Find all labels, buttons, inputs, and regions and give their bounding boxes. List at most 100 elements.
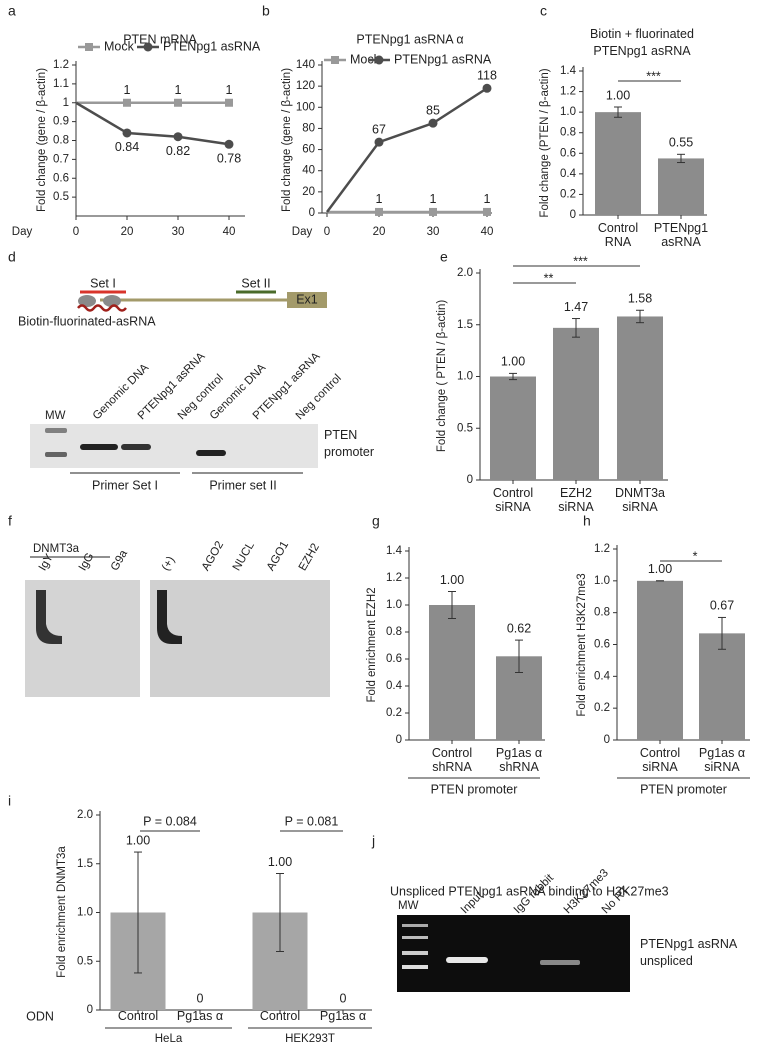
bar	[595, 112, 641, 215]
marker	[224, 139, 234, 149]
x-axis-label: ODN	[26, 1009, 54, 1023]
marker-label: Ex1	[296, 292, 318, 306]
gel-title: Unspliced PTENpg1 asRNA binding to H3K27…	[390, 884, 669, 898]
probe-blob	[103, 295, 121, 307]
y-axis-label: Fold change (PTEN / β-actin)	[539, 68, 551, 217]
error-bar	[614, 106, 622, 118]
marker-label: Set II	[241, 276, 270, 290]
x-tick-label: 20	[121, 226, 134, 238]
y-tick-label: 80	[302, 122, 315, 134]
x-tick-label-line: siRNA	[495, 500, 531, 514]
y-axis-label: Fold change (gene / β-actin)	[281, 68, 293, 212]
y-tick-label: 0	[396, 734, 402, 746]
marker	[122, 128, 132, 138]
target-label-line: promoter	[324, 445, 374, 459]
exon-box	[287, 292, 327, 308]
target-label-line: PTENpg1 asRNA	[640, 937, 738, 951]
value-label: 0	[340, 991, 347, 1005]
x-tick-label-line: shRNA	[499, 760, 539, 774]
y-tick-label: 0.2	[386, 707, 402, 719]
y-tick-label: 1.0	[457, 371, 473, 383]
value-label: 0.84	[115, 140, 139, 154]
marker	[374, 137, 384, 147]
x-axis-label: PTEN promoter	[640, 782, 727, 796]
significance-label: *	[693, 549, 698, 563]
x-tick-label: Pg1as α	[320, 1009, 366, 1023]
panel-letter: e	[440, 249, 448, 265]
y-tick-label: 0	[570, 209, 576, 221]
gel-d	[30, 424, 318, 474]
marker	[173, 132, 183, 142]
panel-letter: c	[540, 3, 547, 19]
bar	[429, 605, 475, 740]
panel-letter: g	[372, 513, 380, 529]
bar	[699, 633, 745, 740]
bar	[658, 158, 704, 215]
significance-label: ***	[646, 69, 661, 83]
panel-letter: f	[8, 513, 12, 529]
error-bar	[448, 591, 456, 619]
value-label: 118	[477, 69, 497, 83]
target-label: PTEN promoter	[324, 428, 374, 459]
y-tick-label: 0.5	[77, 955, 93, 967]
group-label: DNMT3a	[33, 543, 80, 555]
significance-label: P = 0.084	[143, 814, 197, 828]
lane-label: AGO1	[265, 539, 291, 573]
panel-letter: d	[8, 249, 16, 265]
band	[540, 960, 580, 965]
chart-title-line: PTENpg1 asRNA	[593, 44, 691, 58]
y-tick-label: 1.2	[560, 86, 576, 98]
chart-title: Biotin + fluorinated PTENpg1 asRNA	[590, 27, 694, 58]
y-tick-label: 0.5	[53, 191, 69, 203]
y-axis-label: Fold change (gene / β-actin)	[36, 68, 48, 212]
group-label: Primer set II	[209, 478, 276, 492]
band	[402, 951, 428, 955]
y-tick-label: 0.8	[53, 135, 69, 147]
target-label-line: unspliced	[640, 954, 693, 968]
y-tick-label: 1.0	[560, 106, 576, 118]
lane-label: AGO2	[200, 539, 226, 573]
x-tick-label-line: Control	[432, 746, 472, 760]
panel-letter: h	[583, 513, 591, 529]
x-tick-label-line: shRNA	[432, 760, 472, 774]
y-axis-label: Fold change ( PTEN / β-actin)	[436, 300, 448, 453]
x-tick-label-line: PTENpg1	[654, 221, 708, 235]
x-tick-label-line: siRNA	[642, 760, 678, 774]
y-tick-label: 1.5	[457, 319, 473, 331]
lane-label: G9a	[109, 548, 131, 573]
probe-rna	[77, 304, 127, 312]
y-axis-label: Fold enrichment EZH2	[366, 587, 378, 702]
value-label: 1.47	[564, 300, 588, 314]
band	[45, 428, 67, 433]
band	[80, 444, 118, 450]
target-label-line: PTEN	[324, 428, 357, 442]
value-label: 0.82	[166, 144, 190, 158]
x-tick-label-line: Pg1as α	[177, 1009, 223, 1023]
y-tick-label: 0	[604, 734, 610, 746]
y-tick-label: 1.0	[386, 599, 402, 611]
x-axis-label: PTEN promoter	[431, 782, 518, 796]
x-tick-label: Control	[260, 1009, 300, 1023]
band	[36, 590, 62, 644]
y-tick-label: 2.0	[457, 267, 473, 279]
significance-label: P = 0.081	[285, 814, 339, 828]
y-tick-label: 1.0	[77, 907, 93, 919]
marker	[375, 207, 383, 216]
band	[121, 444, 151, 450]
value-label: 1.00	[126, 833, 150, 847]
probe-blob	[78, 295, 96, 307]
y-tick-label: 0.9	[53, 116, 69, 128]
marker	[174, 98, 182, 107]
chart-title-line: Biotin + fluorinated	[590, 27, 694, 41]
x-tick-label: 30	[172, 226, 185, 238]
x-tick-label: 30	[427, 226, 440, 238]
value-label: 0	[197, 991, 204, 1005]
schematic	[77, 290, 327, 312]
legend-label: PTENpg1 asRNA	[394, 52, 492, 66]
y-tick-label: 0.8	[560, 127, 576, 139]
x-axis-label: Day	[12, 226, 33, 238]
y-tick-label: 2.0	[77, 809, 93, 821]
bar	[490, 376, 536, 480]
marker	[225, 98, 233, 107]
